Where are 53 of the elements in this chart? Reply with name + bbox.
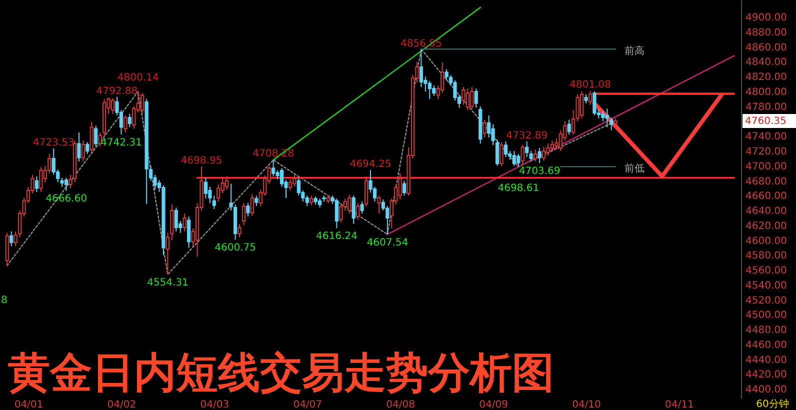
y-tick-label: 4400.00 [746,384,787,396]
annotation: 4554.31 [147,277,188,288]
text: 4760.35 [745,116,786,127]
y-tick-label: 4840.00 [746,57,787,68]
x-tick-label: 04/09 [479,400,508,410]
y-tick-label: 4420.00 [746,370,787,381]
y-tick-label: 4620.00 [746,220,787,232]
y-tick-label: 4480.00 [746,325,787,336]
y-tick-label: 4800.00 [746,87,787,98]
x-tick-label: 04/03 [200,400,230,410]
annotation: 8 [1,295,8,306]
y-tick-label: 4660.00 [746,191,787,202]
annotation: 4723.53 [32,137,74,148]
x-tick-label: 04/08 [386,400,415,410]
text: 60分钟 [756,398,789,410]
annotation: 4792.88 [96,86,138,97]
annotation: 4801.08 [570,80,611,91]
y-tick-label: 4460.00 [746,340,787,351]
y-tick-label: 4900.00 [746,12,787,24]
y-tick-label: 4580.00 [746,250,787,262]
annotation: 4698.95 [180,156,222,167]
series-label: 前低 [624,162,645,175]
y-tick-label: 4440.00 [746,354,787,366]
y-tick-label: 4880.00 [746,27,787,38]
annotation: 4732.89 [506,130,548,142]
y-tick-label: 4700.00 [746,161,787,172]
y-tick-label: 4600.00 [746,236,787,247]
y-tick-label: 4540.00 [746,280,787,292]
y-tick-label: 4560.00 [746,266,787,277]
annotation: 4694.25 [350,159,392,170]
annotation: 4616.24 [316,231,358,242]
annotation: 4742.31 [100,137,142,148]
x-tick-label: 04/07 [293,400,322,410]
x-tick-label: 04/10 [572,400,601,410]
annotation: 4703.69 [518,166,560,178]
y-tick-label: 4740.00 [746,132,787,143]
y-tick-label: 4860.00 [746,42,787,54]
x-tick-label: 04/11 [665,400,694,410]
y-tick-label: 4780.00 [746,102,787,113]
y-tick-label: 4820.00 [746,72,787,84]
series-label: 前高 [624,45,645,58]
x-tick-label: 04/02 [107,400,136,410]
y-tick-label: 4640.00 [746,206,787,218]
annotation: 4600.75 [214,242,256,254]
y-tick-label: 4520.00 [746,295,787,306]
annotation: 4800.14 [117,72,159,84]
annotation: 4607.54 [366,238,408,249]
y-tick-label: 4680.00 [746,176,787,188]
y-tick-label: 4500.00 [746,310,787,322]
annotation: 4698.61 [498,182,540,194]
x-tick-label: 04/01 [14,400,44,410]
y-tick-label: 4720.00 [746,146,787,158]
text: 黄金日内短线交易走势分析图 [8,348,554,397]
